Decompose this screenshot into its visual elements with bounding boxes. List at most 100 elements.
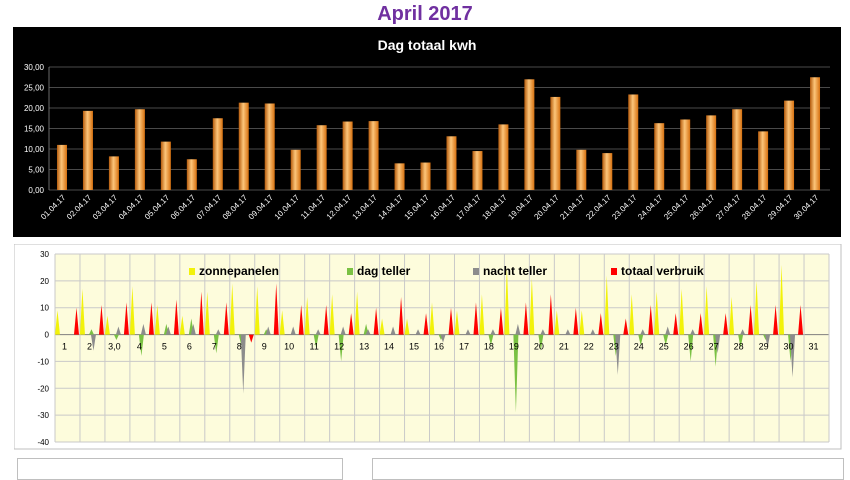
chart2-x-tick-label: 13: [359, 342, 369, 352]
chart2-spike-dag-teller: [488, 334, 494, 346]
chart2-spike-nacht-teller: [165, 326, 171, 335]
chart2-spike-nacht-teller: [365, 329, 371, 335]
chart2-spike-totaal-verbruik: [548, 294, 554, 335]
chart2-spike-nacht-teller: [790, 334, 796, 378]
chart1-bar: [758, 131, 769, 190]
chart2-spike-dag-teller: [538, 334, 544, 351]
legend-swatch: [611, 268, 617, 275]
chart2-spike-nacht-teller: [465, 329, 471, 335]
chart1-bar: [706, 115, 717, 190]
chart1-bar: [810, 77, 821, 190]
chart2-y-tick-label: -10: [37, 357, 49, 366]
chart2-spike-dag-teller: [513, 334, 519, 413]
chart2-spike-totaal-verbruik: [498, 307, 504, 335]
chart2-spike-dag-teller: [688, 334, 694, 362]
chart1-bar: [628, 94, 639, 190]
chart2-spike-zonnepanelen: [229, 283, 235, 335]
chart2-spike-totaal-verbruik: [773, 305, 779, 335]
chart2-spike-zonnepanelen: [179, 315, 185, 335]
chart1-y-tick-label: 20,00: [24, 104, 45, 113]
chart1-bar: [420, 162, 431, 190]
chart1-bar: [784, 100, 795, 190]
chart2-spike-totaal-verbruik: [98, 305, 104, 335]
chart1-bar: [472, 151, 483, 190]
chart2-x-tick-label: 8: [237, 342, 242, 352]
chart2-x-tick-label: 27: [709, 342, 719, 352]
chart2-spike-totaal-verbruik: [648, 305, 654, 335]
legend-label: zonnepanelen: [199, 264, 279, 278]
chart2-spike-zonnepanelen: [104, 315, 110, 335]
chart2-spike-zonnepanelen: [129, 286, 135, 335]
chart2-spike-nacht-teller: [340, 326, 346, 335]
chart1-background: [13, 27, 841, 237]
chart1-bar: [290, 149, 301, 190]
chart2-x-tick-label: 17: [459, 342, 469, 352]
chart2-spike-nacht-teller: [415, 329, 421, 335]
chart2-x-tick-label: 22: [584, 342, 594, 352]
chart1-bar: [82, 110, 93, 190]
chart2-spike-nacht-teller: [140, 323, 146, 335]
chart2-spike-nacht-teller: [565, 329, 571, 335]
chart1-y-tick-label: 5,00: [28, 166, 44, 175]
chart1-bar: [446, 136, 457, 190]
chart2-spike-nacht-teller: [615, 334, 621, 375]
chart2-plot-area: [55, 254, 829, 442]
legend-label: nacht teller: [483, 264, 547, 278]
bottom-left-panel: [17, 458, 343, 480]
chart2-spike-nacht-teller: [640, 329, 646, 335]
chart2-spike-zonnepanelen: [529, 278, 535, 335]
chart2-spike-nacht-teller: [290, 326, 296, 335]
chart2-spike-dag-teller: [313, 334, 319, 348]
legend-swatch: [189, 268, 195, 275]
page-title: April 2017: [377, 3, 473, 25]
chart2-spike-totaal-verbruik: [573, 307, 579, 335]
chart2-spike-nacht-teller: [215, 329, 221, 335]
chart2-spike-zonnepanelen: [479, 294, 485, 335]
chart2-spike-totaal-verbruik: [373, 307, 379, 335]
chart2-spike-totaal-verbruik: [448, 307, 454, 335]
chart2-spike-zonnepanelen: [279, 310, 285, 335]
chart2-spike-zonnepanelen: [429, 302, 435, 335]
chart1-y-tick-label: 10,00: [24, 145, 45, 154]
chart2-spike-nacht-teller: [190, 323, 196, 335]
chart1-bar: [576, 149, 587, 190]
chart1-bar: [732, 109, 743, 190]
chart2-y-tick-label: 30: [40, 250, 49, 259]
chart2-spike-nacht-teller: [515, 323, 521, 335]
chart2-spike-zonnepanelen: [579, 310, 585, 335]
chart2-spike-totaal-verbruik: [348, 313, 354, 335]
chart2-x-tick-label: 30: [784, 342, 794, 352]
chart2-x-tick-label: 3,0: [108, 342, 121, 352]
chart2-spike-zonnepanelen: [54, 310, 60, 335]
chart2-x-tick-label: 24: [634, 342, 644, 352]
chart2-x-tick-label: 23: [609, 342, 619, 352]
chart2-y-tick-label: 0: [45, 331, 50, 340]
chart2-spike-totaal-verbruik: [148, 302, 154, 335]
chart1-bar: [654, 123, 665, 190]
chart2-spike-totaal-verbruik: [523, 302, 529, 335]
chart2-y-tick-label: 10: [40, 304, 49, 313]
chart1-bar: [238, 102, 249, 190]
chart2-spike-nacht-teller: [740, 329, 746, 335]
chart2-spike-zonnepanelen: [79, 288, 85, 335]
chart1-bar: [160, 141, 171, 190]
chart1-bar: [524, 79, 535, 190]
chart1-bar: [186, 159, 197, 190]
chart2-spike-nacht-teller: [665, 326, 671, 335]
chart1-bar: [212, 118, 223, 190]
chart2-x-tick-label: 6: [187, 342, 192, 352]
chart2-x-tick-label: 14: [384, 342, 394, 352]
chart2-x-tick-label: 28: [734, 342, 744, 352]
chart2-spike-totaal-verbruik: [223, 302, 229, 335]
chart2-x-tick-label: 5: [162, 342, 167, 352]
chart2-spike-nacht-teller: [440, 334, 446, 343]
chart1-y-tick-label: 15,00: [24, 125, 45, 134]
chart2-y-tick-label: -40: [37, 438, 49, 447]
chart2-spike-totaal-verbruik: [298, 305, 304, 335]
chart2-spike-nacht-teller: [315, 329, 321, 335]
legend-swatch: [347, 268, 353, 275]
chart1-bar: [56, 144, 67, 190]
chart2-spike-nacht-teller: [265, 326, 271, 335]
chart2-x-tick-label: 19: [509, 342, 519, 352]
chart2-spike-zonnepanelen: [729, 296, 735, 335]
